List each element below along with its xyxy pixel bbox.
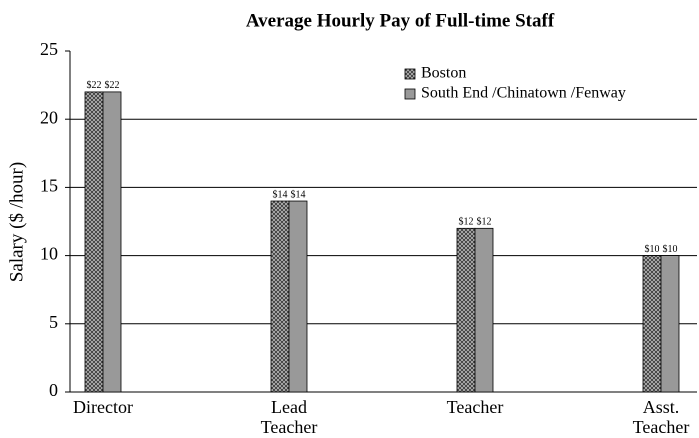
bar [474, 227, 494, 393]
value-label: $12 [477, 217, 492, 228]
y-tick-label: 15 [40, 176, 58, 196]
y-tick-label: 10 [40, 244, 58, 264]
x-tick-label: Director [73, 397, 133, 417]
legend-swatch [404, 68, 416, 80]
legend-swatch [404, 88, 416, 100]
chart-title: Average Hourly Pay of Full-time Staff [246, 10, 555, 31]
bar [102, 91, 122, 393]
x-tick-label: Teacher [446, 397, 504, 417]
bar [84, 91, 104, 393]
y-tick-label: 20 [40, 107, 58, 127]
value-label: $10 [645, 244, 660, 255]
bar [456, 227, 476, 393]
bar [642, 255, 662, 393]
bar [660, 255, 680, 393]
y-tick-label: 25 [40, 39, 58, 59]
y-tick-label: 0 [49, 380, 58, 400]
x-tick-label: Lead Teacher [260, 397, 318, 437]
y-tick-label: 5 [49, 312, 58, 332]
legend-label: Boston [421, 65, 466, 82]
y-axis-label: Salary ($ /hour) [6, 162, 27, 282]
value-label: $22 [87, 80, 102, 91]
value-label: $14 [291, 189, 306, 200]
bar [270, 200, 290, 393]
value-label: $14 [273, 189, 288, 200]
value-label: $12 [459, 217, 474, 228]
bar [288, 200, 308, 393]
legend-label: South End /Chinatown /Fenway [421, 85, 626, 102]
x-tick-label: Asst. Teacher [632, 397, 690, 437]
value-label: $22 [105, 80, 120, 91]
value-label: $10 [663, 244, 678, 255]
